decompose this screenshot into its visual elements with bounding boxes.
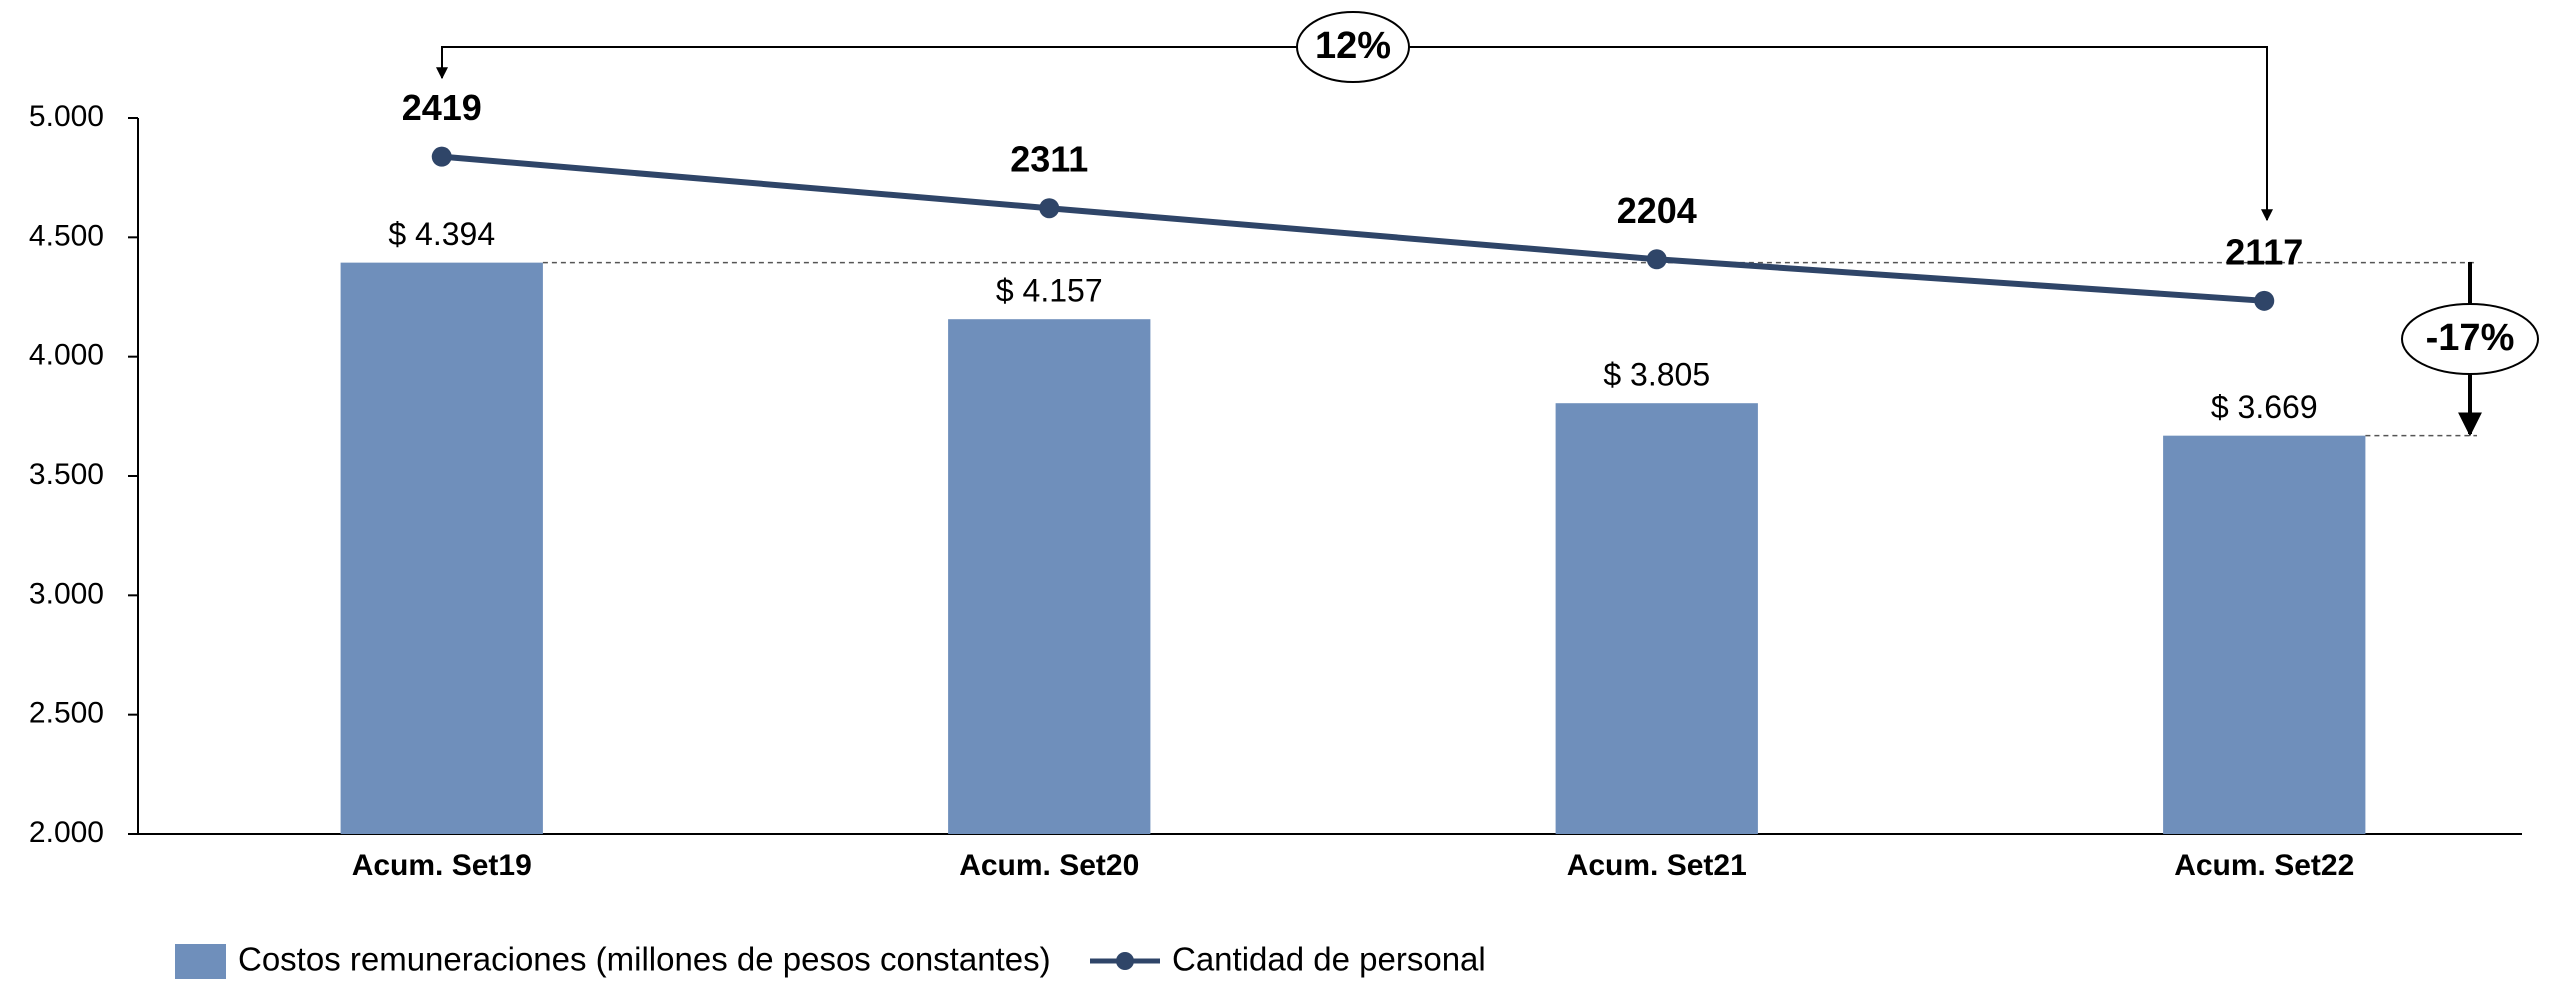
- y-tick-label: 2.500: [29, 697, 104, 730]
- bar-value-label: $ 4.157: [996, 273, 1103, 309]
- annotation-bubble: [1296, 11, 1410, 83]
- plot: 2.000 2.500 3.000 3.500 4.000 4.500 5.000 Acum.…: [29, 87, 2522, 882]
- bar-value-label: $ 3.805: [1603, 357, 1710, 393]
- bar-value-label: $ 4.394: [388, 216, 495, 252]
- bar: [948, 319, 1151, 834]
- annotation-bubble: [2401, 303, 2539, 375]
- line-marker: [1646, 249, 1667, 270]
- legend-swatch: [175, 944, 226, 980]
- y-tick-label: 3.500: [29, 458, 104, 491]
- x-tick-label: Acum. Set21: [1567, 849, 1747, 882]
- line-value-label: 2117: [2225, 231, 2303, 272]
- y-tick-label: 3.000: [29, 577, 104, 610]
- line: [441, 153, 2265, 304]
- bar: [1555, 403, 1758, 834]
- y-tick-label: 2.000: [29, 816, 104, 849]
- legend-marker: [1116, 952, 1134, 970]
- line-value-label: 2204: [1617, 190, 1697, 231]
- bar: [2163, 435, 2366, 834]
- bar: [340, 262, 543, 835]
- x-tick-label: Acum. Set20: [959, 849, 1139, 882]
- y-tick-label: 5.000: [29, 100, 104, 133]
- annotation: -17%: [2426, 317, 2515, 359]
- y-tick-label: 4.000: [29, 339, 104, 372]
- line-value-label: 2311: [1010, 139, 1088, 180]
- line-marker: [1039, 198, 1060, 219]
- line-marker: [2254, 290, 2275, 311]
- y-tick-label: 4.500: [29, 219, 104, 252]
- legend-label: Cantidad de personal: [1172, 941, 1486, 978]
- growth-bracket: 12%: [436, 11, 2273, 222]
- line-value-label: 2419: [402, 87, 482, 128]
- legend-label: Costos remuneraciones (millones de pesos…: [238, 941, 1051, 978]
- drop-arrow: -17%: [2401, 262, 2539, 437]
- x-tick-label: Acum. Set22: [2174, 849, 2354, 882]
- bar-value-label: $ 3.669: [2211, 389, 2318, 425]
- annotation: 12%: [1315, 25, 1391, 67]
- x-tick-label: Acum. Set19: [352, 849, 532, 882]
- line-marker: [431, 146, 452, 167]
